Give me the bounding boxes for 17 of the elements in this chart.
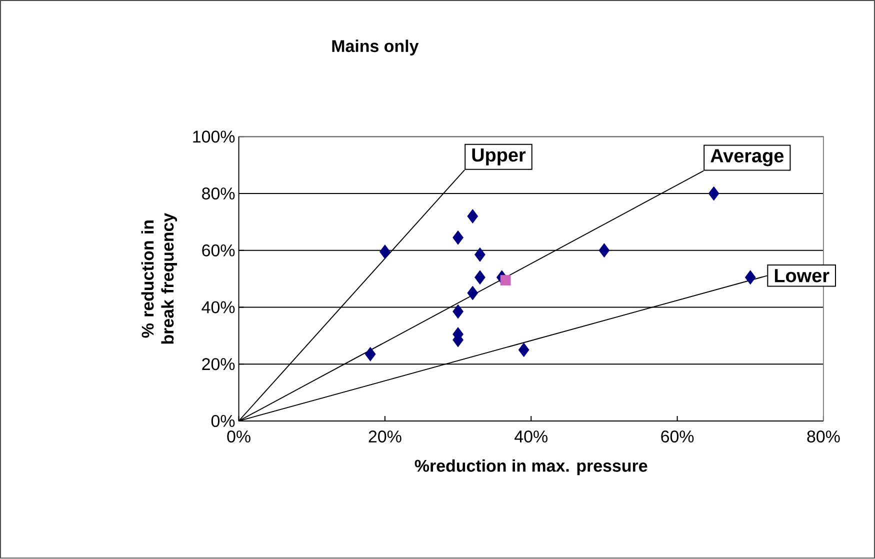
series-label: Average bbox=[710, 149, 784, 166]
y-axis-title: % reduction in break frequency bbox=[141, 213, 178, 344]
x-tick-label: 60% bbox=[661, 430, 694, 443]
chart-title: Mains only bbox=[332, 40, 419, 56]
x-tick-label: 0% bbox=[227, 430, 250, 443]
y-tick-label: 100% bbox=[193, 130, 235, 143]
y-tick-label: 20% bbox=[202, 358, 235, 370]
y-tick-label: 40% bbox=[202, 301, 235, 314]
x-tick-label: 20% bbox=[368, 430, 402, 443]
y-tick-label: 0% bbox=[211, 415, 235, 428]
y-tick-label: 60% bbox=[202, 244, 235, 257]
x-tick-label: 80% bbox=[807, 430, 840, 443]
x-axis-title: %reduction in max. pressure bbox=[414, 460, 648, 476]
series-label: Lower bbox=[774, 269, 830, 282]
x-tick-label: 40% bbox=[514, 430, 548, 443]
y-tick-label: 80% bbox=[202, 188, 235, 200]
series-label: Upper bbox=[472, 148, 526, 166]
